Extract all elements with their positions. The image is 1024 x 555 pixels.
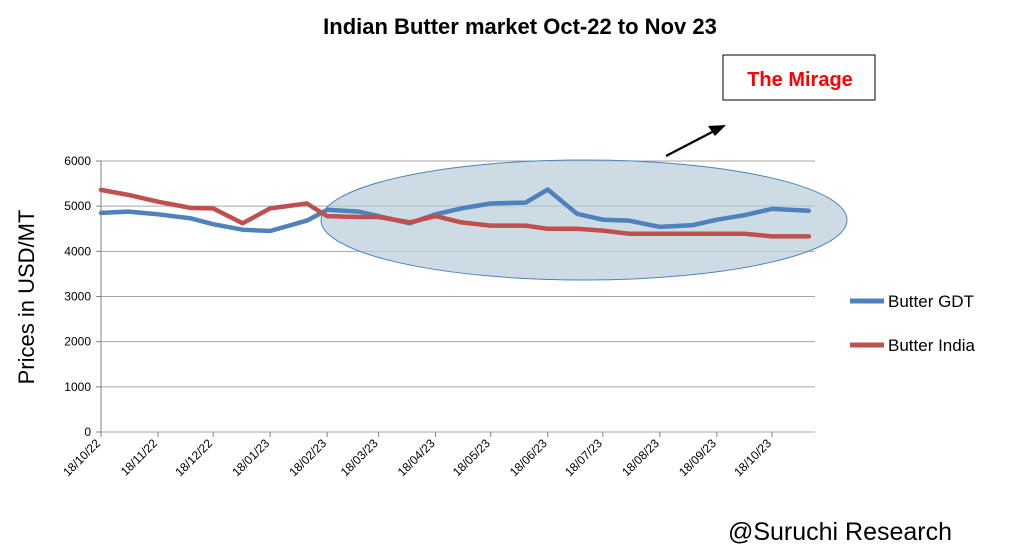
mirage-arrow bbox=[665, 129, 717, 157]
x-tick-label: 18/02/23 bbox=[286, 436, 329, 479]
series-line-butter-india bbox=[98, 187, 812, 239]
x-tick-label: 18/03/23 bbox=[338, 436, 381, 479]
highlight-ellipse bbox=[320, 159, 848, 281]
x-tick-label: 18/04/23 bbox=[395, 436, 438, 479]
series-layer bbox=[98, 187, 812, 239]
mirage-annotation: The Mirage bbox=[665, 54, 876, 157]
y-axis-ticks: 0 1000 2000 3000 4000 5000 6000 bbox=[64, 154, 101, 439]
x-tick-label: 18/11/22 bbox=[118, 436, 161, 479]
credit-text: @Suruchi Research bbox=[728, 518, 952, 546]
x-axis-ticks: 18/10/22 18/11/22 18/12/22 18/01/23 18/02/23… bbox=[60, 432, 774, 479]
x-tick-label: 18/09/23 bbox=[676, 436, 719, 479]
chart-title: Indian Butter market Oct-22 to Nov 23 bbox=[323, 14, 717, 39]
y-tick-label: 1000 bbox=[64, 380, 91, 394]
x-tick-label: 18/10/23 bbox=[731, 436, 774, 479]
y-tick-label: 2000 bbox=[64, 335, 91, 349]
legend-label: Butter India bbox=[888, 336, 975, 355]
x-tick-label: 18/12/22 bbox=[172, 436, 215, 479]
x-tick-label: 18/05/23 bbox=[450, 436, 493, 479]
mirage-arrowhead bbox=[708, 125, 726, 136]
y-axis-label: Prices in USD/MT bbox=[14, 210, 39, 385]
x-tick-label: 18/08/23 bbox=[619, 436, 662, 479]
x-tick-label: 18/06/23 bbox=[507, 436, 550, 479]
y-tick-label: 6000 bbox=[64, 154, 91, 168]
series-line-butter-gdt bbox=[98, 187, 812, 234]
y-tick-label: 0 bbox=[84, 425, 91, 439]
x-tick-label: 18/10/22 bbox=[60, 436, 103, 479]
x-tick-label: 18/07/23 bbox=[562, 436, 605, 479]
legend: Butter GDT Butter India bbox=[850, 292, 975, 355]
y-tick-label: 5000 bbox=[64, 199, 91, 213]
mirage-box bbox=[722, 54, 876, 101]
x-tick-label: 18/01/23 bbox=[229, 436, 272, 479]
y-tick-label: 3000 bbox=[64, 290, 91, 304]
legend-label: Butter GDT bbox=[888, 292, 974, 311]
y-tick-label: 4000 bbox=[64, 244, 91, 258]
mirage-label: The Mirage bbox=[747, 69, 853, 91]
